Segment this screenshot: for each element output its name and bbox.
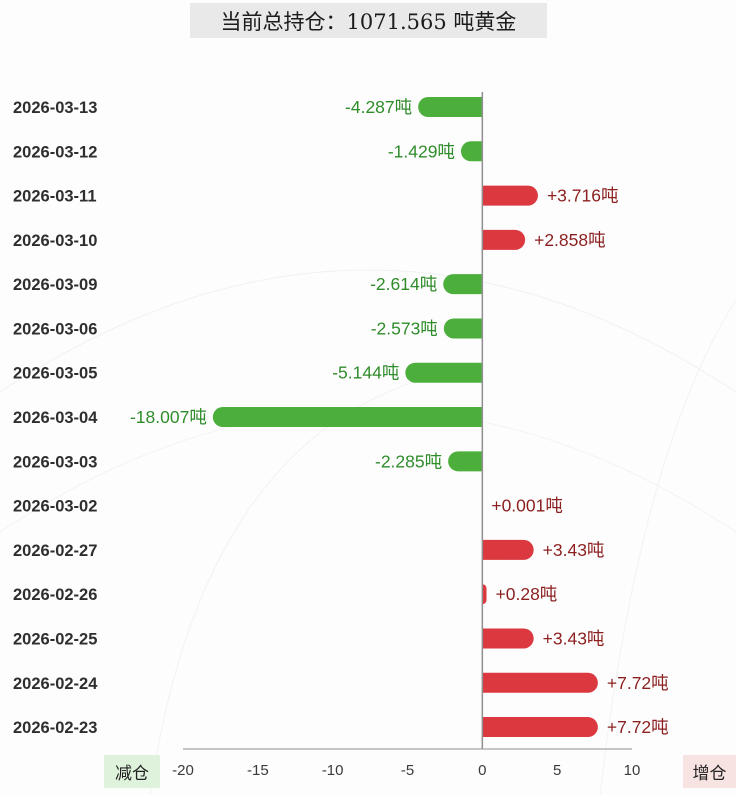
- date-label: 2026-03-12: [13, 143, 97, 161]
- decrease-bar: [212, 407, 483, 428]
- increase-bar: [482, 717, 598, 738]
- increase-bar: [482, 672, 598, 693]
- x-tick-label: 10: [624, 762, 641, 779]
- value-label: -2.573吨: [371, 318, 438, 338]
- date-label: 2026-02-26: [13, 586, 97, 604]
- date-label: 2026-03-11: [13, 188, 97, 206]
- labels: 2026-03-13 -4.287吨 2026-03-12 -1.429吨 2026-0…: [13, 97, 669, 737]
- value-label: +7.72吨: [607, 673, 669, 693]
- increase-bar: [482, 628, 534, 649]
- increase-bar: [482, 229, 526, 250]
- value-label: +0.001吨: [491, 496, 563, 516]
- date-label: 2026-03-03: [13, 453, 97, 471]
- x-tick-label: 0: [478, 762, 486, 779]
- value-label: +3.43吨: [543, 628, 605, 648]
- date-label: 2026-03-06: [13, 320, 97, 338]
- decrease-bar: [418, 97, 483, 117]
- x-tick-label: -10: [322, 762, 344, 779]
- value-label: -5.144吨: [332, 363, 399, 383]
- increase-bar: [482, 185, 538, 206]
- decrease-legend-label: 减仓: [104, 755, 160, 788]
- decrease-bar: [443, 318, 483, 339]
- value-label: -18.007吨: [130, 407, 207, 427]
- x-tick-label: -15: [247, 762, 269, 779]
- increase-bar: [482, 584, 487, 605]
- decrease-bar: [460, 141, 483, 162]
- date-label: 2026-03-02: [13, 498, 97, 516]
- value-label: -1.429吨: [388, 141, 455, 161]
- background-pattern: [0, 269, 736, 795]
- date-label: 2026-03-04: [13, 409, 98, 427]
- value-label: -2.285吨: [375, 451, 442, 471]
- date-label: 2026-03-13: [13, 99, 97, 117]
- x-tick-label: -20: [172, 762, 194, 779]
- value-label: -2.614吨: [370, 274, 437, 294]
- increase-legend-label: 增仓: [683, 755, 736, 788]
- date-label: 2026-03-09: [13, 276, 97, 294]
- decrease-bar: [405, 362, 483, 383]
- date-label: 2026-03-10: [13, 232, 97, 250]
- value-label: -4.287吨: [345, 97, 412, 117]
- bars: [212, 92, 598, 749]
- decrease-bar: [443, 274, 483, 295]
- chart-title: 当前总持仓：1071.565 吨黄金: [190, 3, 547, 38]
- value-label: +0.28吨: [496, 584, 558, 604]
- date-label: 2026-03-05: [13, 365, 97, 383]
- value-label: +7.72吨: [607, 717, 669, 737]
- date-label: 2026-02-23: [13, 719, 97, 737]
- date-label: 2026-02-27: [13, 542, 97, 560]
- value-label: +3.716吨: [547, 186, 619, 206]
- axes: -20 -15 -10 -5 0 5 10: [172, 748, 641, 779]
- date-label: 2026-02-25: [13, 630, 97, 648]
- value-label: +3.43吨: [543, 540, 605, 560]
- increase-bar: [482, 539, 534, 560]
- decrease-bar: [448, 451, 483, 472]
- x-tick-label: -5: [401, 762, 414, 779]
- date-label: 2026-02-24: [13, 675, 98, 693]
- x-tick-label: 5: [553, 762, 561, 779]
- value-label: +2.858吨: [534, 230, 606, 250]
